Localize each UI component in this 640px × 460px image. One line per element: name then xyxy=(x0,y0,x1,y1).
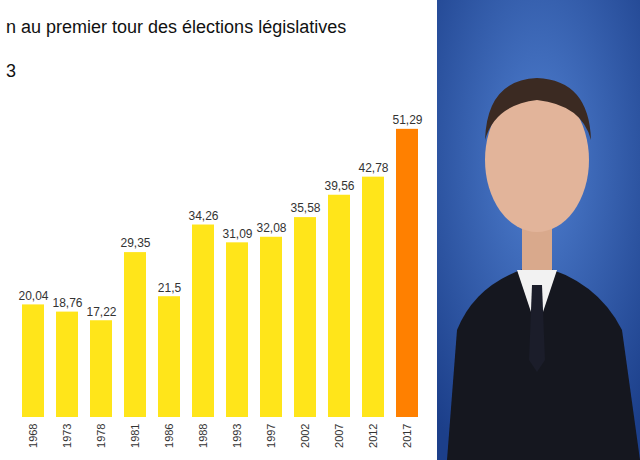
svg-text:20,04: 20,04 xyxy=(18,289,48,303)
svg-text:2007: 2007 xyxy=(333,424,345,448)
svg-text:31,09: 31,09 xyxy=(222,227,252,241)
svg-text:1988: 1988 xyxy=(197,424,209,448)
svg-text:29,35: 29,35 xyxy=(120,236,150,250)
svg-text:51,29: 51,29 xyxy=(392,113,422,127)
svg-text:2002: 2002 xyxy=(299,424,311,448)
svg-text:39,56: 39,56 xyxy=(324,179,354,193)
svg-text:21,5: 21,5 xyxy=(158,281,182,295)
svg-text:1993: 1993 xyxy=(231,424,243,448)
svg-text:1968: 1968 xyxy=(27,424,39,448)
html-text:3: 3 xyxy=(6,61,16,81)
svg-text:34,26: 34,26 xyxy=(188,209,218,223)
svg-text:17,22: 17,22 xyxy=(86,305,116,319)
html-text:n au premier tour des élection: n au premier tour des élections législat… xyxy=(6,17,347,37)
svg-text:32,08: 32,08 xyxy=(256,221,286,235)
svg-text:42,78: 42,78 xyxy=(358,161,388,175)
svg-text:1981: 1981 xyxy=(129,424,141,448)
svg-text:18,76: 18,76 xyxy=(52,296,82,310)
svg-text:35,58: 35,58 xyxy=(290,201,320,215)
svg-text:2012: 2012 xyxy=(367,424,379,448)
svg-text:1973: 1973 xyxy=(61,424,73,448)
svg-text:1978: 1978 xyxy=(95,424,107,448)
svg-text:1997: 1997 xyxy=(265,424,277,448)
svg-text:1986: 1986 xyxy=(163,424,175,448)
svg-text:2017: 2017 xyxy=(401,424,413,448)
